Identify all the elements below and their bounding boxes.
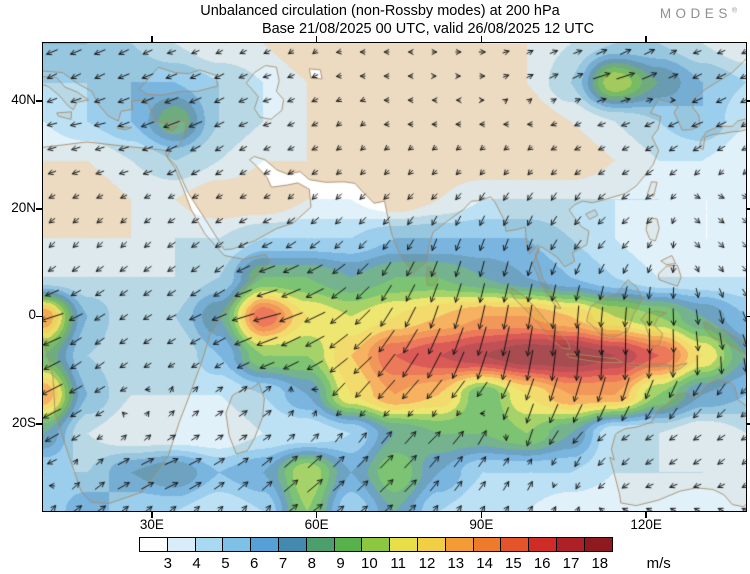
y-axis-label: 20S [11, 414, 36, 430]
colorbar-tick-label: 10 [361, 555, 378, 572]
y-axis-label: 40N [11, 92, 36, 108]
colorbar-tick-label: 7 [278, 555, 288, 572]
y-axis-tick-left [36, 208, 42, 210]
y-axis-tick-right [746, 315, 750, 318]
colorbar-cell [500, 537, 530, 552]
y-axis-tick-left [36, 315, 42, 318]
y-axis-tick-left [36, 423, 42, 425]
colorbar-cell [139, 537, 168, 552]
colorbar-tick-label: 5 [221, 555, 230, 572]
colorbar-cell [583, 537, 613, 552]
colorbar-cell [389, 537, 418, 552]
colorbar-cell [555, 537, 585, 552]
chart-title: Unbalanced circulation (non-Rossby modes… [200, 3, 560, 19]
x-axis-label: 60E [304, 517, 329, 532]
colorbar-cell [416, 537, 446, 552]
colorbar-tick-label: 16 [533, 555, 551, 572]
y-axis-tick-right [746, 100, 750, 102]
colorbar-unit-label: m/s [646, 555, 671, 572]
y-axis-tick-right [746, 423, 750, 425]
colorbar-tick-label: 12 [418, 555, 436, 572]
colorbar-cell [166, 537, 196, 552]
colorbar-cell [472, 537, 502, 552]
colorbar-tick-label: 9 [336, 555, 345, 572]
x-axis-label: 120E [630, 517, 662, 532]
colorbar [139, 537, 613, 552]
colorbar-tick-label: 4 [192, 555, 201, 572]
modes-logo-text: MODES [659, 6, 732, 21]
x-axis-label: 30E [139, 517, 164, 532]
colorbar-tick-label: 6 [250, 555, 259, 572]
colorbar-tick-label: 8 [307, 555, 316, 572]
x-axis-tick-top [315, 36, 318, 42]
x-axis-tick-top [645, 36, 647, 42]
colorbar-tick-label: 14 [476, 555, 493, 572]
colorbar-tick-label: 3 [163, 555, 172, 572]
map-frame [42, 42, 747, 512]
colorbar-cell [222, 537, 252, 552]
colorbar-cell [444, 537, 474, 552]
modes-logo: MODES® [660, 6, 737, 21]
colorbar-tick-label: 18 [591, 555, 609, 572]
chart-subtitle: Base 21/08/2025 00 UTC, valid 26/08/2025… [261, 21, 595, 37]
colorbar-cell [528, 537, 557, 552]
registered-mark: ® [731, 7, 737, 15]
x-axis-tick-bottom [315, 511, 318, 518]
y-axis-label: 20N [11, 199, 36, 215]
y-axis-tick-left [36, 100, 42, 102]
x-axis-tick-bottom [151, 511, 153, 518]
x-axis-label: 90E [469, 517, 494, 532]
colorbar-cell [305, 537, 335, 552]
colorbar-tick-label: 15 [505, 555, 522, 572]
y-axis-label: 0 [28, 307, 36, 323]
colorbar-cell [277, 537, 307, 552]
x-axis-tick-top [480, 36, 483, 42]
colorbar-tick-label: 17 [562, 555, 580, 572]
colorbar-cell [194, 537, 224, 552]
map-canvas [43, 43, 746, 511]
colorbar-cell [333, 537, 363, 552]
x-axis-tick-top [151, 36, 153, 42]
x-axis-tick-bottom [645, 511, 647, 518]
y-axis-tick-right [746, 208, 750, 210]
colorbar-tick-label: 13 [447, 555, 465, 572]
colorbar-tick-label: 11 [390, 555, 406, 572]
x-axis-tick-bottom [480, 511, 483, 518]
colorbar-cell [250, 537, 279, 552]
colorbar-cell [361, 537, 391, 552]
